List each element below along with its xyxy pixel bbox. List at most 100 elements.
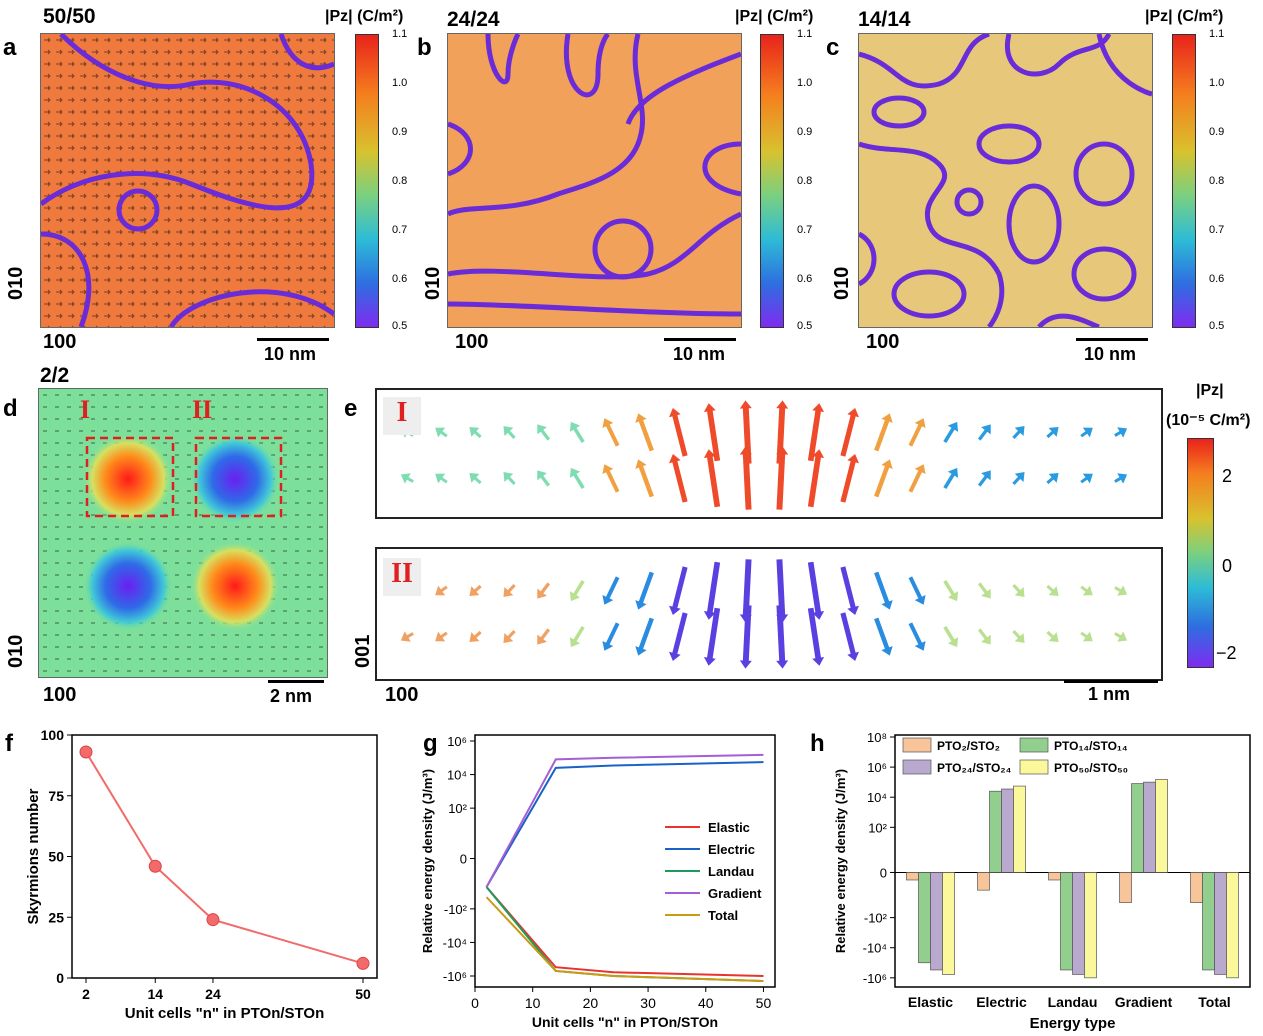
y-tick-label-g: 0 bbox=[460, 852, 467, 867]
panel-label-e: e bbox=[344, 395, 358, 422]
colorbar-title-e-1: |Pz| bbox=[1196, 382, 1224, 399]
cb-tick: 0.9 bbox=[392, 126, 408, 138]
polarization-arrow bbox=[503, 629, 516, 643]
axis-y-e: 001 bbox=[352, 634, 374, 668]
data-point-f bbox=[148, 859, 162, 873]
axis-y-c: 010 bbox=[831, 266, 853, 300]
legend-label-h: PTO₁₄/STO₁₄ bbox=[1054, 739, 1128, 753]
legend-label-g: Total bbox=[708, 908, 738, 923]
polarization-arrow bbox=[602, 576, 620, 605]
polarization-map-a bbox=[40, 33, 335, 328]
panel-title-b: 24/24 bbox=[447, 8, 500, 31]
polarization-arrow bbox=[602, 622, 620, 651]
y-tick-label-g: 10⁶ bbox=[447, 734, 467, 749]
panel-title-c: 14/14 bbox=[858, 8, 911, 31]
polarization-arrow bbox=[1046, 473, 1059, 485]
y-tick-label-g: 10² bbox=[448, 801, 467, 816]
polarization-arrow bbox=[1046, 427, 1059, 439]
domain-walls-c bbox=[859, 34, 1152, 327]
panel-label-d: d bbox=[3, 395, 18, 422]
cb-tick: 0.8 bbox=[392, 175, 408, 187]
axis-x-a: 100 bbox=[43, 331, 77, 353]
polarization-arrow bbox=[807, 607, 825, 666]
polarization-arrow bbox=[874, 459, 893, 498]
cb-tick: 0.7 bbox=[392, 224, 408, 236]
axis-y-b: 010 bbox=[422, 266, 444, 300]
cb-tick: 0.6 bbox=[392, 273, 408, 285]
section-tag-I: I bbox=[383, 397, 421, 435]
axis-x-c: 100 bbox=[866, 331, 900, 353]
polarization-arrow bbox=[840, 453, 859, 503]
polarization-map-c bbox=[858, 33, 1153, 328]
bar-h bbox=[930, 872, 943, 971]
y-axis-label-f: Skyrmions number bbox=[25, 788, 42, 924]
polarization-arrow bbox=[635, 617, 654, 656]
polarization-arrow bbox=[840, 566, 859, 616]
arrow-field-I bbox=[400, 400, 1128, 510]
y-axis-label-h: Relative energy density (J/m³) bbox=[833, 769, 848, 953]
series-line-g bbox=[485, 886, 764, 977]
polarization-arrow bbox=[1080, 427, 1093, 438]
scale-text-b: 10 nm bbox=[673, 344, 726, 364]
cb-tick: 0.5 bbox=[797, 320, 813, 332]
colorbar-c bbox=[1172, 34, 1196, 328]
polarization-arrow bbox=[840, 407, 859, 457]
cb-tick: 1.1 bbox=[392, 28, 408, 40]
polarization-arrow bbox=[1012, 426, 1025, 440]
axis-y-d: 010 bbox=[5, 634, 27, 668]
y-tick-label-h: 0 bbox=[880, 865, 887, 880]
y-tick-label-g: -10² bbox=[444, 902, 468, 917]
scale-bar-b bbox=[664, 338, 736, 341]
polarization-arrow bbox=[669, 612, 688, 662]
x-tick-label-g: 40 bbox=[698, 995, 714, 1011]
polarization-arrow bbox=[435, 427, 448, 438]
scale-text-a: 10 nm bbox=[264, 344, 317, 364]
x-tick-label-f: 14 bbox=[147, 986, 163, 1002]
cb-tick: 1.1 bbox=[1209, 28, 1225, 40]
series-line-g bbox=[485, 896, 764, 983]
plot-frame-h bbox=[894, 734, 1251, 988]
bar-h bbox=[1001, 788, 1014, 873]
polarization-arrow bbox=[1114, 473, 1128, 484]
polarization-arrow bbox=[807, 449, 825, 508]
cb-tick: 0.6 bbox=[1209, 273, 1225, 285]
polarization-arrow bbox=[1114, 585, 1128, 596]
bar-h bbox=[1060, 872, 1073, 971]
cross-section-II bbox=[375, 547, 1163, 681]
axis-x-d: 100 bbox=[43, 684, 77, 706]
polarization-arrow bbox=[569, 579, 585, 602]
polarization-arrow bbox=[943, 421, 959, 444]
scale-bar-e bbox=[1064, 680, 1158, 683]
polarization-arrow bbox=[776, 446, 789, 510]
x-axis-label-f: Unit cells "n" in PTOn/STOn bbox=[125, 1005, 325, 1022]
polarization-arrow bbox=[635, 413, 654, 452]
y-tick-label-f: 0 bbox=[56, 970, 64, 986]
bar-h bbox=[977, 872, 990, 891]
polarization-arrow bbox=[669, 566, 688, 616]
polarization-arrow bbox=[807, 561, 825, 620]
polarization-arrow bbox=[874, 571, 893, 610]
legend-swatch-h bbox=[902, 737, 932, 753]
polarization-arrow bbox=[669, 407, 688, 457]
cb-tick: 0.9 bbox=[797, 126, 813, 138]
scale-bar-a bbox=[257, 338, 329, 341]
cb-tick: 0.5 bbox=[392, 320, 408, 332]
polarization-arrow bbox=[874, 413, 893, 452]
cb-e-tick: −2 bbox=[1216, 643, 1237, 663]
cb-tick: 0.5 bbox=[1209, 320, 1225, 332]
y-axis-label-g: Relative energy density (J/m³) bbox=[420, 769, 435, 953]
cb-e-tick: 2 bbox=[1222, 466, 1233, 486]
domain-walls-b bbox=[448, 34, 741, 317]
data-point-f bbox=[206, 913, 220, 927]
x-tick-label-g: 30 bbox=[640, 995, 656, 1011]
polarization-arrow bbox=[807, 403, 825, 462]
legend-label-g: Electric bbox=[708, 842, 755, 857]
polarization-arrow bbox=[908, 464, 926, 493]
x-tick-label-g: 50 bbox=[756, 995, 772, 1011]
polarization-map-d bbox=[38, 388, 328, 678]
legend-label-h: PTO₂₄/STO₂₄ bbox=[937, 761, 1012, 775]
cb-tick: 0.6 bbox=[797, 273, 813, 285]
polarization-arrow bbox=[400, 631, 414, 642]
scale-text-e: 1 nm bbox=[1088, 684, 1131, 704]
colorbar-e bbox=[1187, 438, 1214, 668]
